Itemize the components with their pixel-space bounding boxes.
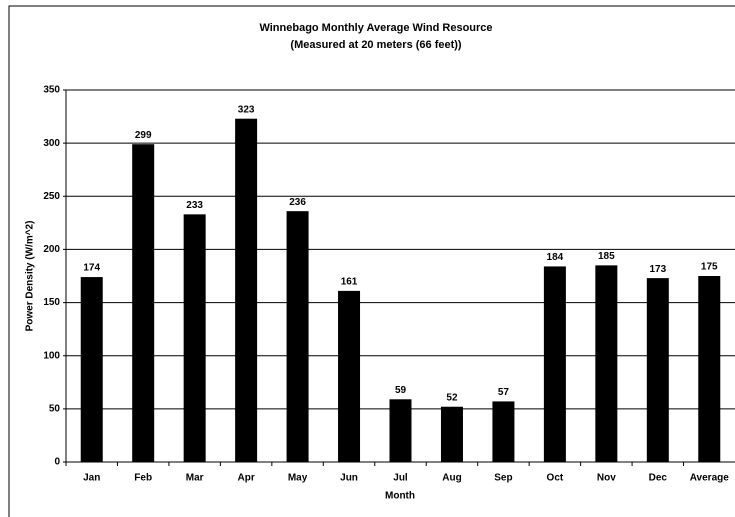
- data-label: 233: [186, 200, 203, 211]
- y-tick-label: 200: [43, 244, 60, 255]
- y-tick-label: 100: [43, 350, 60, 361]
- y-tick-label: 50: [49, 403, 61, 414]
- bar: [183, 214, 206, 462]
- bar: [389, 399, 412, 462]
- bar: [440, 406, 463, 462]
- data-label: 185: [598, 251, 615, 262]
- data-label: 323: [238, 104, 255, 115]
- bar: [492, 401, 515, 462]
- chart-subtitle: (Measured at 20 meters (66 feet)): [290, 39, 462, 51]
- bar: [595, 265, 618, 462]
- bar: [543, 266, 566, 462]
- data-label: 236: [289, 197, 306, 208]
- bar: [80, 277, 103, 462]
- bar: [338, 290, 361, 462]
- data-label: 184: [547, 252, 564, 263]
- y-tick-label: 150: [43, 297, 60, 308]
- x-tick-label: Average: [690, 473, 730, 484]
- data-label: 59: [395, 385, 407, 396]
- data-label: 57: [498, 387, 510, 398]
- y-tick-label: 350: [43, 85, 60, 96]
- x-tick-label: Oct: [547, 473, 564, 484]
- data-label: 173: [649, 264, 666, 275]
- x-tick-label: Mar: [186, 473, 204, 484]
- x-tick-label: Apr: [237, 473, 254, 484]
- x-axis-label: Month: [385, 491, 415, 502]
- y-tick-label: 250: [43, 191, 60, 202]
- x-tick-label: Jul: [393, 473, 408, 484]
- y-tick-label: 300: [43, 138, 60, 149]
- x-tick-label: Dec: [649, 473, 668, 484]
- data-label: 174: [83, 263, 100, 274]
- data-label: 299: [135, 130, 152, 141]
- x-tick-label: Nov: [597, 473, 616, 484]
- chart-title: Winnebago Monthly Average Wind Resource: [259, 22, 492, 34]
- data-label: 161: [341, 277, 358, 288]
- bar: [235, 118, 258, 462]
- bar: [646, 278, 669, 462]
- x-tick-label: Jun: [340, 473, 358, 484]
- bar: [286, 211, 309, 462]
- bar: [132, 144, 155, 462]
- data-label: 52: [446, 392, 458, 403]
- chart-frame: [8, 5, 735, 517]
- x-tick-label: May: [288, 473, 308, 484]
- x-tick-label: Sep: [494, 473, 512, 484]
- x-tick-label: Aug: [442, 473, 461, 484]
- bar: [698, 276, 721, 462]
- y-axis-label: Power Density (W/m^2): [25, 221, 36, 332]
- y-tick-label: 0: [54, 457, 60, 468]
- data-label: 175: [701, 262, 718, 273]
- x-tick-label: Jan: [83, 473, 100, 484]
- x-tick-label: Feb: [134, 473, 152, 484]
